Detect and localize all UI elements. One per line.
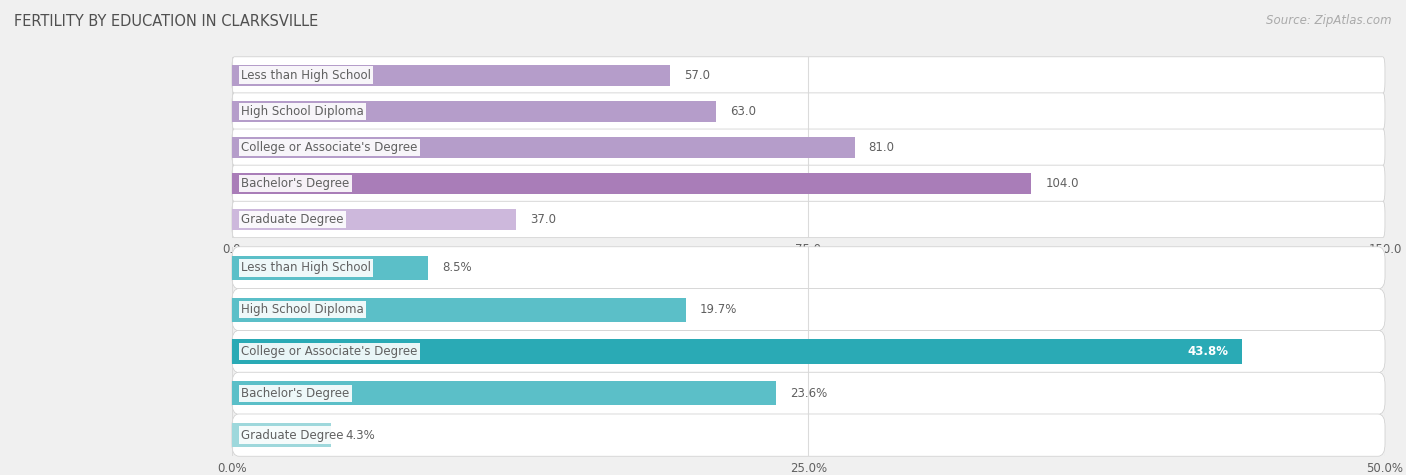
Text: 4.3%: 4.3% bbox=[344, 428, 375, 442]
Text: 81.0: 81.0 bbox=[869, 141, 894, 154]
Text: High School Diploma: High School Diploma bbox=[242, 303, 364, 316]
Text: Bachelor's Degree: Bachelor's Degree bbox=[242, 177, 350, 190]
FancyBboxPatch shape bbox=[232, 247, 1385, 289]
Bar bbox=[232, 173, 1032, 194]
Text: 19.7%: 19.7% bbox=[700, 303, 738, 316]
Text: 23.6%: 23.6% bbox=[790, 387, 827, 400]
FancyBboxPatch shape bbox=[232, 93, 1385, 129]
FancyBboxPatch shape bbox=[232, 372, 1385, 414]
Text: Source: ZipAtlas.com: Source: ZipAtlas.com bbox=[1267, 14, 1392, 27]
Bar bbox=[232, 381, 776, 406]
Bar bbox=[232, 65, 671, 86]
Text: FERTILITY BY EDUCATION IN CLARKSVILLE: FERTILITY BY EDUCATION IN CLARKSVILLE bbox=[14, 14, 318, 29]
Text: 8.5%: 8.5% bbox=[441, 261, 471, 275]
Bar bbox=[232, 137, 855, 158]
FancyBboxPatch shape bbox=[232, 201, 1385, 238]
Text: College or Associate's Degree: College or Associate's Degree bbox=[242, 141, 418, 154]
Text: Graduate Degree: Graduate Degree bbox=[242, 428, 343, 442]
FancyBboxPatch shape bbox=[232, 331, 1385, 372]
Text: 63.0: 63.0 bbox=[730, 104, 756, 118]
FancyBboxPatch shape bbox=[232, 289, 1385, 331]
Text: 104.0: 104.0 bbox=[1045, 177, 1078, 190]
FancyBboxPatch shape bbox=[232, 57, 1385, 93]
Bar bbox=[232, 297, 686, 322]
Text: High School Diploma: High School Diploma bbox=[242, 104, 364, 118]
Bar bbox=[232, 423, 332, 447]
Bar bbox=[232, 339, 1241, 364]
Text: 43.8%: 43.8% bbox=[1187, 345, 1227, 358]
Text: College or Associate's Degree: College or Associate's Degree bbox=[242, 345, 418, 358]
FancyBboxPatch shape bbox=[232, 129, 1385, 165]
Text: 37.0: 37.0 bbox=[530, 213, 557, 226]
Bar bbox=[232, 101, 716, 122]
Text: Less than High School: Less than High School bbox=[242, 68, 371, 82]
FancyBboxPatch shape bbox=[232, 414, 1385, 456]
Text: 57.0: 57.0 bbox=[683, 68, 710, 82]
Bar bbox=[232, 209, 516, 230]
FancyBboxPatch shape bbox=[232, 165, 1385, 201]
Bar bbox=[232, 256, 427, 280]
Text: Less than High School: Less than High School bbox=[242, 261, 371, 275]
Text: Bachelor's Degree: Bachelor's Degree bbox=[242, 387, 350, 400]
Text: Graduate Degree: Graduate Degree bbox=[242, 213, 343, 226]
